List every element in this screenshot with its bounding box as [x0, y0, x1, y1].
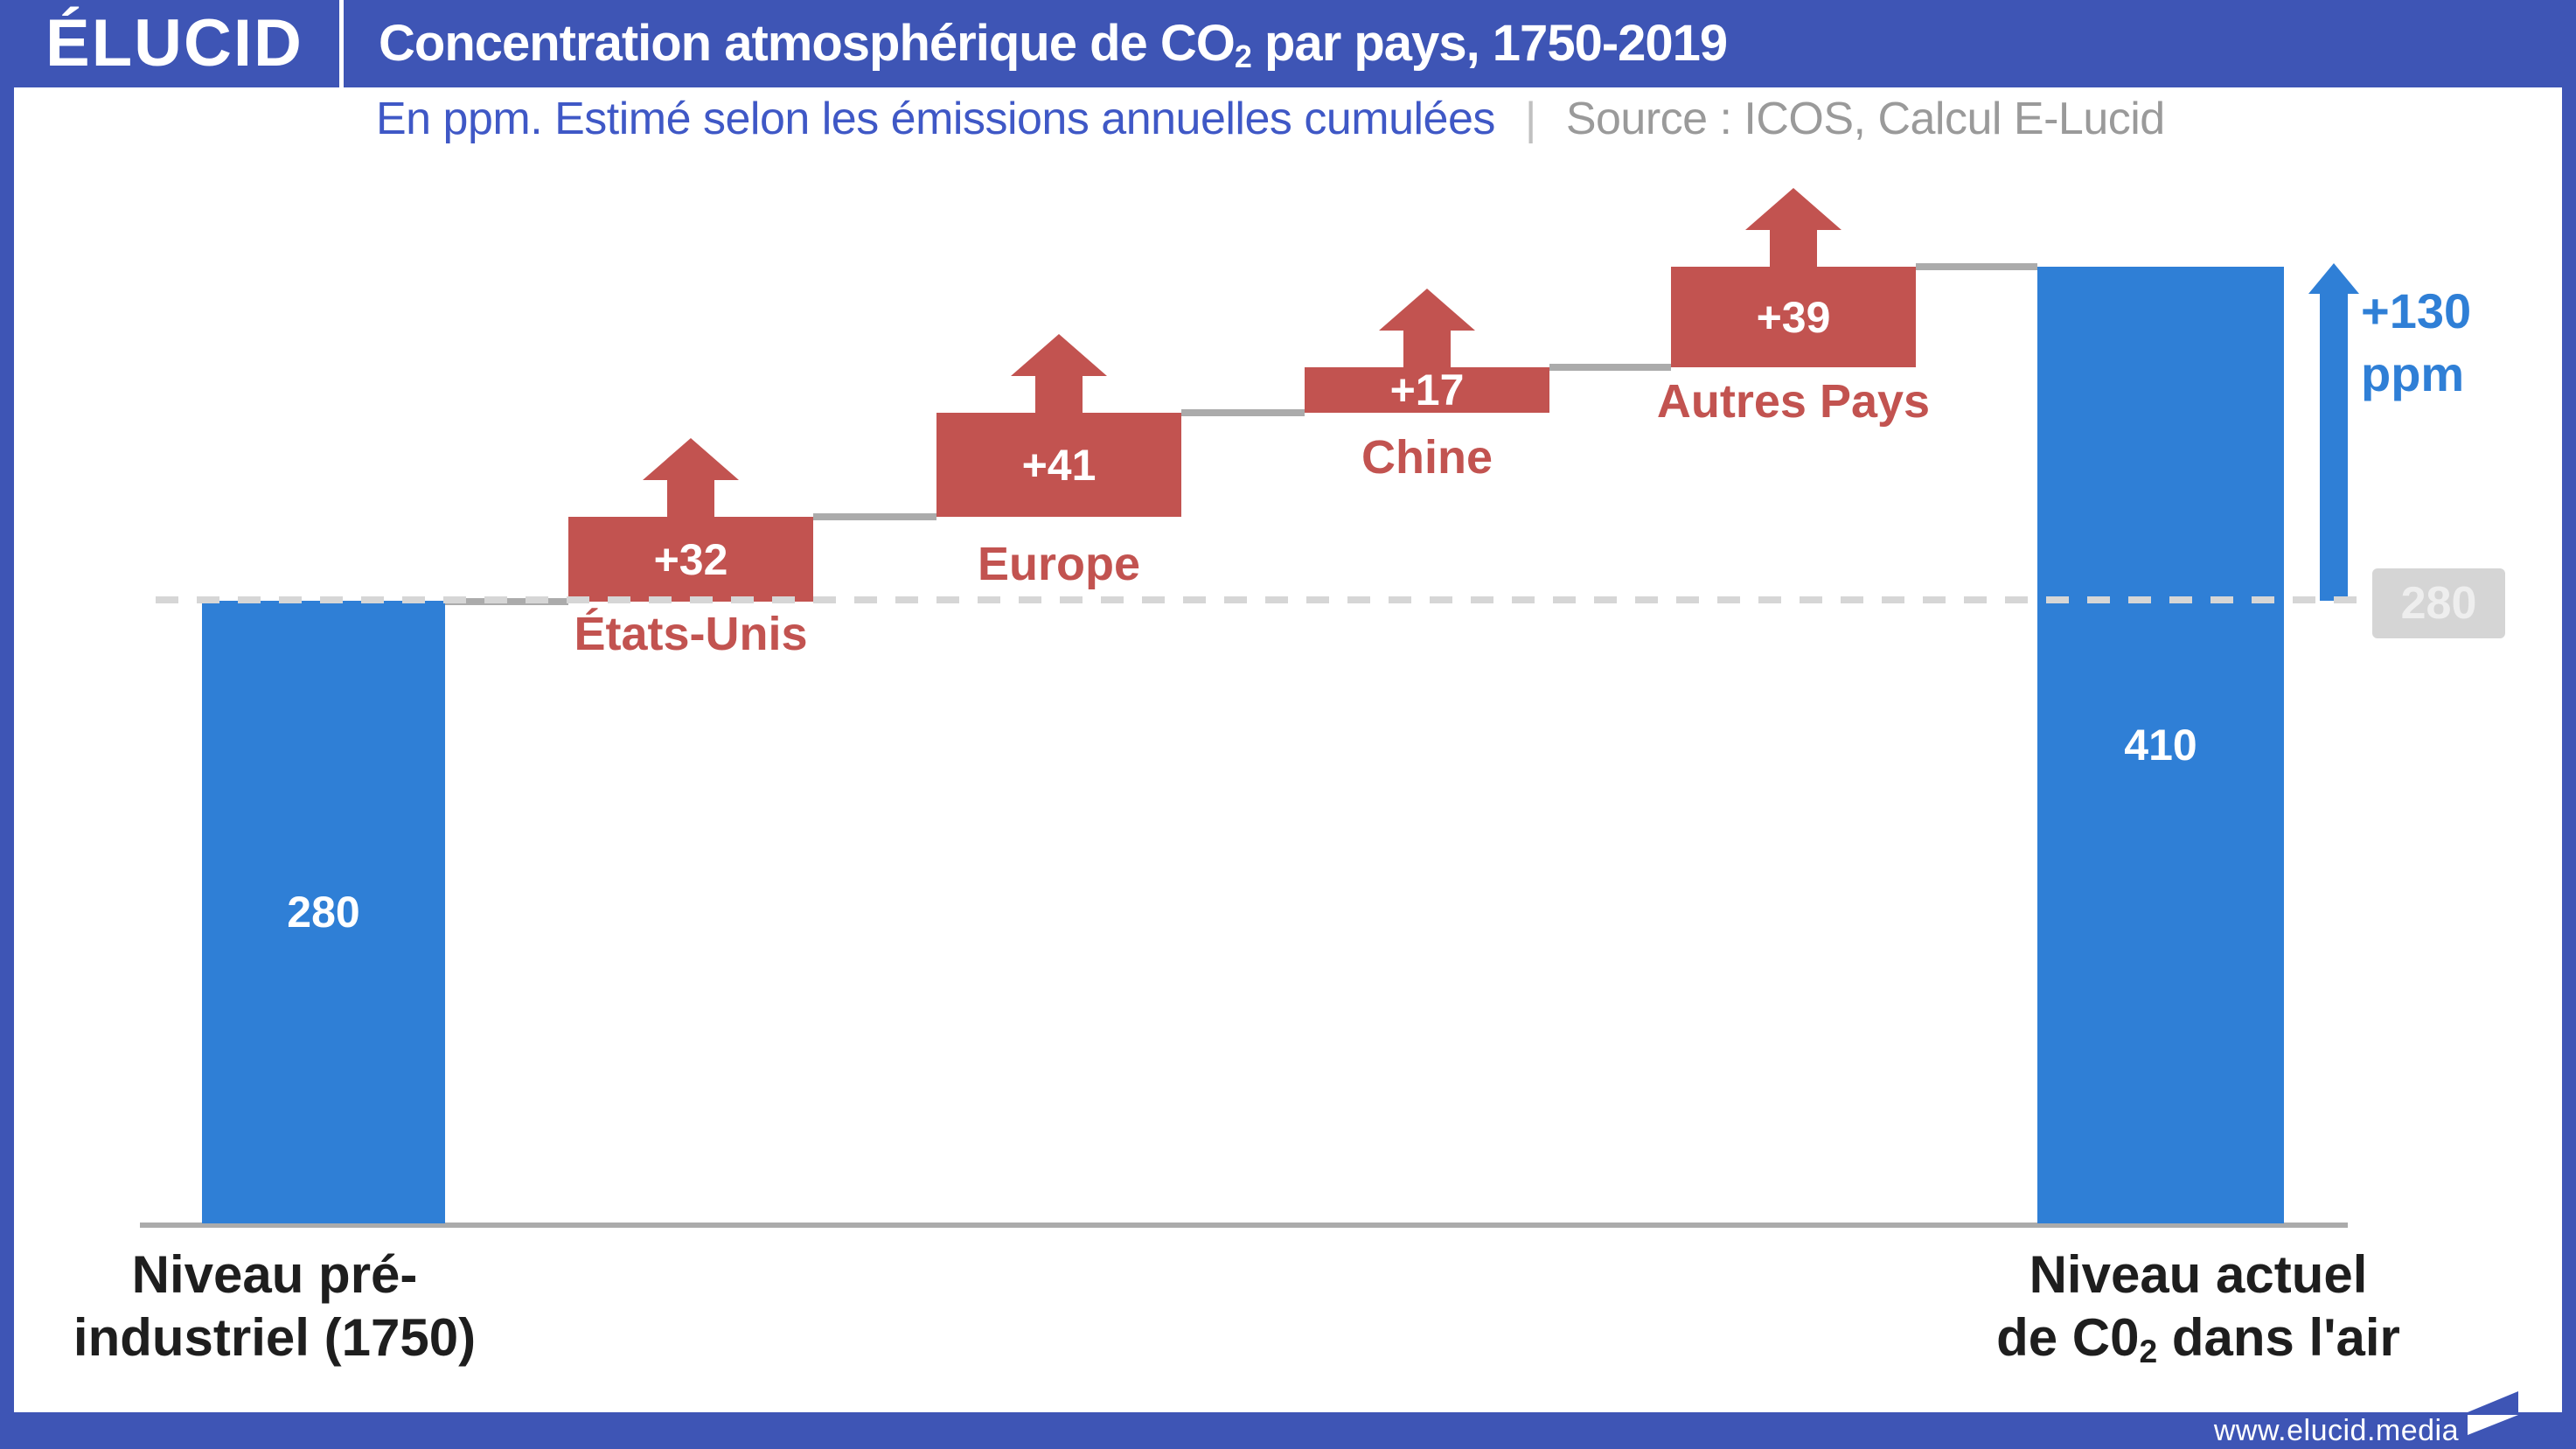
- page-title-text-end: par pays, 1750-2019: [1250, 15, 1728, 72]
- left-border: [0, 87, 14, 1412]
- axis-label-line: industriel (1750): [73, 1308, 477, 1367]
- up-arrow-icon: [643, 438, 739, 517]
- page-title-text: Concentration atmosphérique de CO: [379, 15, 1236, 72]
- axis-label-line: Niveau actuel: [2029, 1245, 2368, 1304]
- up-arrow-icon: [1011, 334, 1107, 413]
- bar-value: +17: [1389, 366, 1465, 414]
- brand-logo: ÉLUCID: [45, 6, 303, 80]
- total-increase-arrow-icon: [2308, 263, 2359, 601]
- axis-label-line: de C02 dans l'air: [1958, 1306, 2439, 1376]
- bar-etats-unis: +32: [568, 517, 813, 602]
- total-increase-value: +130: [2361, 283, 2472, 338]
- reference-value-badge: 280: [2372, 568, 2505, 638]
- bar-value: 280: [287, 888, 360, 937]
- connector-line: [1916, 263, 2037, 270]
- bar-preindustrial: 280: [202, 601, 445, 1223]
- connector-line: [1181, 409, 1305, 416]
- up-arrow-icon: [1745, 188, 1841, 267]
- baseline-axis: [140, 1223, 2348, 1228]
- bar-chine: +17: [1305, 366, 1549, 414]
- subtitle-description: En ppm. Estimé selon les émissions annue…: [376, 94, 1495, 144]
- axis-label-line: Niveau pré-: [131, 1245, 418, 1304]
- header-divider: [339, 0, 344, 87]
- axis-label-current: Niveau actuel de C02 dans l'air: [1958, 1243, 2439, 1376]
- axis-label-text: de C0: [1996, 1308, 2140, 1367]
- elucid-flag-icon: [2468, 1391, 2518, 1435]
- connector-line: [813, 513, 936, 520]
- page-title: Concentration atmosphérique de CO2 par p…: [379, 0, 1728, 87]
- bar-europe: +41: [936, 413, 1181, 517]
- footer: www.elucid.media: [0, 1391, 2576, 1449]
- subtitle-source: Source : ICOS, Calcul E-Lucid: [1565, 94, 2165, 144]
- category-label-autres-pays: Autres Pays: [1656, 375, 1931, 428]
- total-increase-label: +130 ppm: [2361, 280, 2471, 406]
- bar-value: +39: [1756, 292, 1831, 342]
- axis-label-subscript: 2: [2139, 1333, 2158, 1370]
- right-border: [2562, 87, 2576, 1412]
- bar-value: +41: [1021, 440, 1097, 490]
- bar-autres-pays: +39: [1671, 267, 1916, 367]
- subtitle: En ppm. Estimé selon les émissions annue…: [376, 91, 2165, 147]
- connector-line: [1549, 364, 1671, 371]
- axis-label-text-end: dans l'air: [2157, 1308, 2400, 1367]
- category-label-chine: Chine: [1361, 431, 1493, 484]
- reference-value: 280: [2400, 578, 2477, 629]
- subtitle-divider: |: [1524, 94, 1537, 144]
- reference-dashed-line: [156, 596, 2372, 603]
- bar-value: +32: [653, 534, 728, 584]
- up-arrow-icon: [1379, 289, 1475, 367]
- axis-label-preindustrial: Niveau pré- industriel (1750): [34, 1243, 515, 1369]
- bar-value: 410: [2124, 721, 2197, 770]
- page-title-subscript: 2: [1234, 38, 1252, 74]
- category-label-europe: Europe: [977, 538, 1141, 590]
- footer-url: www.elucid.media: [2213, 1414, 2459, 1447]
- bar-current-level: 410: [2037, 267, 2284, 1223]
- total-increase-unit: ppm: [2361, 346, 2465, 401]
- category-label-etats-unis: États-Unis: [574, 608, 808, 660]
- header: ÉLUCID Concentration atmosphérique de CO…: [0, 0, 2576, 87]
